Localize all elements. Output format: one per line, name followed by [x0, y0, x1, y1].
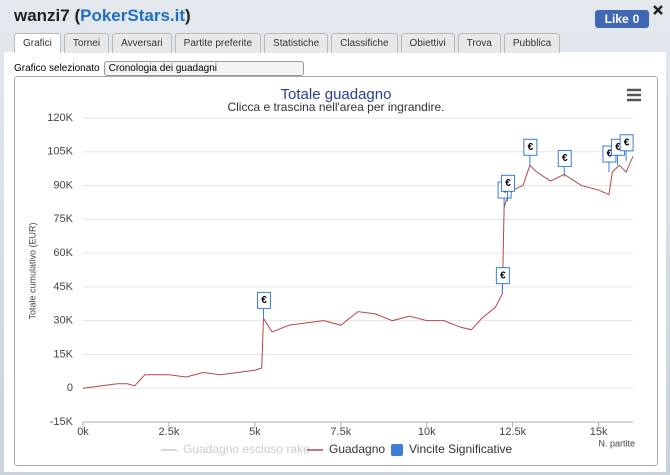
flag-box: [501, 174, 516, 192]
header-title: wanzi7 (PokerStars.it): [14, 6, 191, 26]
x-tick-label: 2.5k: [159, 426, 180, 438]
flag-label: €: [528, 142, 534, 153]
chart-subtitle: Clicca e trascina nell'area per ingrandi…: [227, 100, 444, 114]
y-tick-label: 120K: [47, 112, 73, 124]
like-label: Like: [604, 12, 629, 26]
tab[interactable]: Trova: [457, 33, 501, 53]
flag-box: [495, 267, 510, 285]
menu-icon[interactable]: [627, 88, 641, 102]
flag-box: [619, 134, 634, 152]
tab[interactable]: Classifiche: [331, 33, 398, 53]
tab[interactable]: Partite preferite: [174, 33, 262, 53]
tab[interactable]: Avversari: [112, 33, 172, 53]
y-tick-label: 90K: [53, 179, 73, 191]
x-tick-label: 5k: [249, 426, 261, 438]
series-line: [82, 156, 634, 389]
y-tick-label: 30K: [53, 315, 73, 327]
selector-box[interactable]: Cronologia dei guadagni: [103, 61, 304, 76]
tab[interactable]: Pubblica: [503, 33, 561, 53]
flag-label: €: [500, 270, 506, 281]
win-flag[interactable]: €: [501, 174, 516, 202]
win-flag[interactable]: €: [619, 134, 634, 161]
flag-box: [523, 138, 538, 156]
chart: Totale guadagno Clicca e trascina nell'a…: [14, 76, 658, 466]
flag-label: €: [505, 178, 511, 189]
legend-swatch: [391, 444, 403, 456]
user: wanzi7 (: [14, 6, 81, 25]
flag-label: €: [562, 153, 568, 164]
y-tick-label: 60K: [53, 247, 73, 259]
x-tick-label: 15k: [590, 426, 608, 438]
x-tick-label: 0k: [77, 426, 89, 438]
selector-label: Grafico selezionato: [14, 63, 100, 74]
flag-label: €: [261, 295, 267, 306]
legend-label[interactable]: Vincite Significative: [409, 442, 512, 456]
x-tick-label: 12.5k: [499, 426, 526, 438]
tab[interactable]: Grafici: [14, 33, 61, 53]
tab[interactable]: Statistiche: [264, 33, 329, 53]
y-tick-label: 75K: [53, 213, 73, 225]
x-tick-label: 7.5k: [330, 426, 351, 438]
legend-label[interactable]: Guadagno: [329, 442, 385, 456]
y-tick-label: 45K: [53, 281, 73, 293]
y-tick-label: 105K: [47, 146, 73, 158]
flag-box: [256, 291, 271, 309]
site-link[interactable]: PokerStars.it: [80, 6, 186, 25]
win-flag[interactable]: €: [523, 138, 538, 166]
legend-label[interactable]: Guadagno escluso rake: [183, 442, 310, 456]
tab[interactable]: Tornei: [63, 33, 110, 53]
chart-title: Totale guadagno: [281, 86, 392, 103]
close-button[interactable]: [652, 4, 664, 16]
flag-label: €: [607, 149, 613, 160]
flag-box: [557, 150, 572, 168]
y-tick-label: 0: [67, 382, 73, 394]
chart-selector: Grafico selezionato Cronologia dei guadag…: [14, 61, 304, 76]
paren: ): [185, 6, 191, 25]
x-tick-label: 10k: [418, 426, 436, 438]
like-button[interactable]: Like 0: [595, 10, 649, 28]
y-tick-label: -15K: [50, 416, 74, 428]
flag-label: €: [624, 137, 630, 148]
tab[interactable]: Obiettivi: [400, 33, 455, 53]
flag-label: €: [615, 142, 621, 153]
like-count: 0: [632, 12, 640, 26]
win-flag[interactable]: €: [495, 267, 510, 294]
y-tick-label: 15K: [53, 348, 73, 360]
win-flag[interactable]: €: [256, 291, 271, 319]
x-axis-label: N. partite: [598, 438, 635, 448]
tab-bar: Grafici Tornei Avversari Partite preferite S…: [14, 33, 561, 53]
y-axis-label: Totale cumulativo (EUR): [27, 222, 37, 319]
win-flag[interactable]: €: [557, 150, 572, 177]
